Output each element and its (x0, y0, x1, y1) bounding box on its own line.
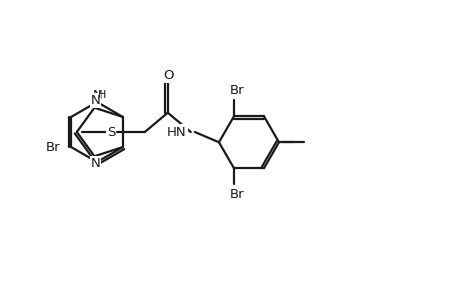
Text: N: N (90, 94, 100, 107)
Text: O: O (163, 69, 174, 82)
Text: H: H (98, 90, 106, 100)
Text: N: N (93, 88, 103, 101)
Text: S: S (106, 125, 115, 139)
Text: HN: HN (167, 125, 186, 139)
Text: Br: Br (45, 140, 60, 154)
Text: Br: Br (229, 84, 244, 97)
Text: N: N (90, 157, 100, 170)
Text: Br: Br (229, 188, 244, 201)
